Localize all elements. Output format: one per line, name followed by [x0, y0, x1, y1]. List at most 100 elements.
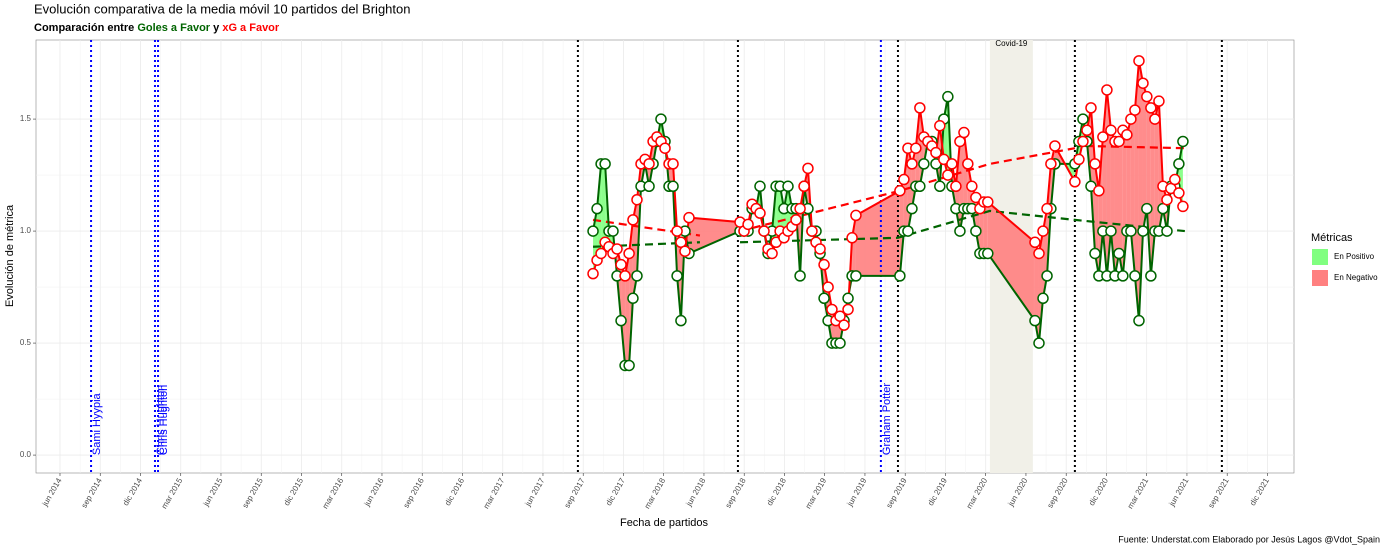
data-point	[632, 195, 642, 205]
data-point	[783, 181, 793, 191]
data-point	[1170, 175, 1180, 185]
subtitle-text: Comparación entre	[34, 22, 134, 34]
data-point	[656, 114, 666, 124]
subtitle-text: y	[213, 22, 220, 34]
data-point	[612, 244, 622, 254]
legend-title: Métricas	[1311, 232, 1353, 244]
data-point	[1070, 177, 1080, 187]
data-point	[983, 197, 993, 207]
y-tick-label: 0.0	[20, 450, 32, 459]
data-point	[795, 204, 805, 214]
caption: Fuente: Understat.com Elaborado por Jesú…	[1118, 534, 1380, 544]
data-point	[907, 159, 917, 169]
data-point	[895, 186, 905, 196]
data-point	[1030, 237, 1040, 247]
data-point	[899, 175, 909, 185]
data-point	[943, 92, 953, 102]
data-point	[851, 271, 861, 281]
data-point	[1046, 159, 1056, 169]
data-point	[1114, 248, 1124, 258]
data-point	[644, 159, 654, 169]
data-point	[1154, 96, 1164, 106]
data-point	[1050, 141, 1060, 151]
y-tick-label: 0.5	[20, 338, 32, 347]
chart-subtitle: Comparación entre Goles a Favor y xG a F…	[34, 22, 280, 34]
data-point	[759, 226, 769, 236]
data-point	[1106, 125, 1116, 135]
data-point	[1094, 186, 1104, 196]
data-point	[1162, 226, 1172, 236]
data-point	[807, 226, 817, 236]
data-point	[843, 304, 853, 314]
data-point	[1150, 114, 1160, 124]
event-label: Chris Hughton	[158, 385, 170, 455]
data-point	[1034, 248, 1044, 258]
legend-swatch	[1312, 249, 1328, 265]
data-point	[1090, 159, 1100, 169]
y-tick-label: 1.0	[20, 226, 32, 235]
data-point	[955, 226, 965, 236]
data-point	[983, 248, 993, 258]
data-point	[819, 293, 829, 303]
data-point	[799, 181, 809, 191]
chart-title: Evolución comparativa de la media móvil …	[34, 1, 410, 16]
data-point	[767, 248, 777, 258]
data-point	[1102, 85, 1112, 95]
data-point	[903, 226, 913, 236]
data-point	[1126, 226, 1136, 236]
data-point	[851, 210, 861, 220]
data-point	[951, 181, 961, 191]
data-point	[676, 316, 686, 326]
data-point	[971, 226, 981, 236]
data-point	[620, 271, 630, 281]
data-point	[935, 121, 945, 131]
event-label: Graham Potter	[881, 383, 893, 455]
data-point	[680, 246, 690, 256]
event-label: Sami Hyypia	[91, 392, 103, 455]
data-point	[1074, 154, 1084, 164]
data-point	[1090, 248, 1100, 258]
data-point	[907, 204, 917, 214]
data-point	[819, 260, 829, 270]
data-point	[835, 338, 845, 348]
data-point	[600, 159, 610, 169]
data-point	[791, 215, 801, 225]
data-point	[1030, 316, 1040, 326]
data-point	[1146, 271, 1156, 281]
data-point	[616, 260, 626, 270]
x-axis-label: Fecha de partidos	[620, 517, 709, 529]
legend-swatch	[1312, 270, 1328, 286]
data-point	[1178, 201, 1188, 211]
data-point	[963, 159, 973, 169]
data-point	[1038, 226, 1048, 236]
data-point	[624, 248, 634, 258]
data-point	[672, 271, 682, 281]
data-point	[1142, 204, 1152, 214]
data-point	[959, 128, 969, 138]
data-point	[843, 293, 853, 303]
data-point	[755, 208, 765, 218]
y-axis-label: Evolución de métrica	[4, 204, 16, 307]
data-point	[915, 181, 925, 191]
data-point	[608, 226, 618, 236]
data-point	[1142, 92, 1152, 102]
data-point	[895, 271, 905, 281]
data-point	[911, 143, 921, 153]
data-point	[1122, 130, 1132, 140]
data-point	[1134, 56, 1144, 66]
data-point	[1178, 136, 1188, 146]
band-label: Covid-19	[995, 39, 1028, 48]
data-point	[1134, 316, 1144, 326]
data-point	[815, 244, 825, 254]
data-point	[839, 320, 849, 330]
data-point	[684, 213, 694, 223]
data-point	[628, 293, 638, 303]
subtitle-series: xG a Favor	[222, 22, 280, 34]
data-point	[1082, 125, 1092, 135]
data-point	[1078, 114, 1088, 124]
legend-label: En Positivo	[1334, 252, 1375, 261]
data-point	[967, 181, 977, 191]
y-tick-label: 1.5	[20, 114, 32, 123]
legend-label: En Negativo	[1334, 273, 1378, 282]
